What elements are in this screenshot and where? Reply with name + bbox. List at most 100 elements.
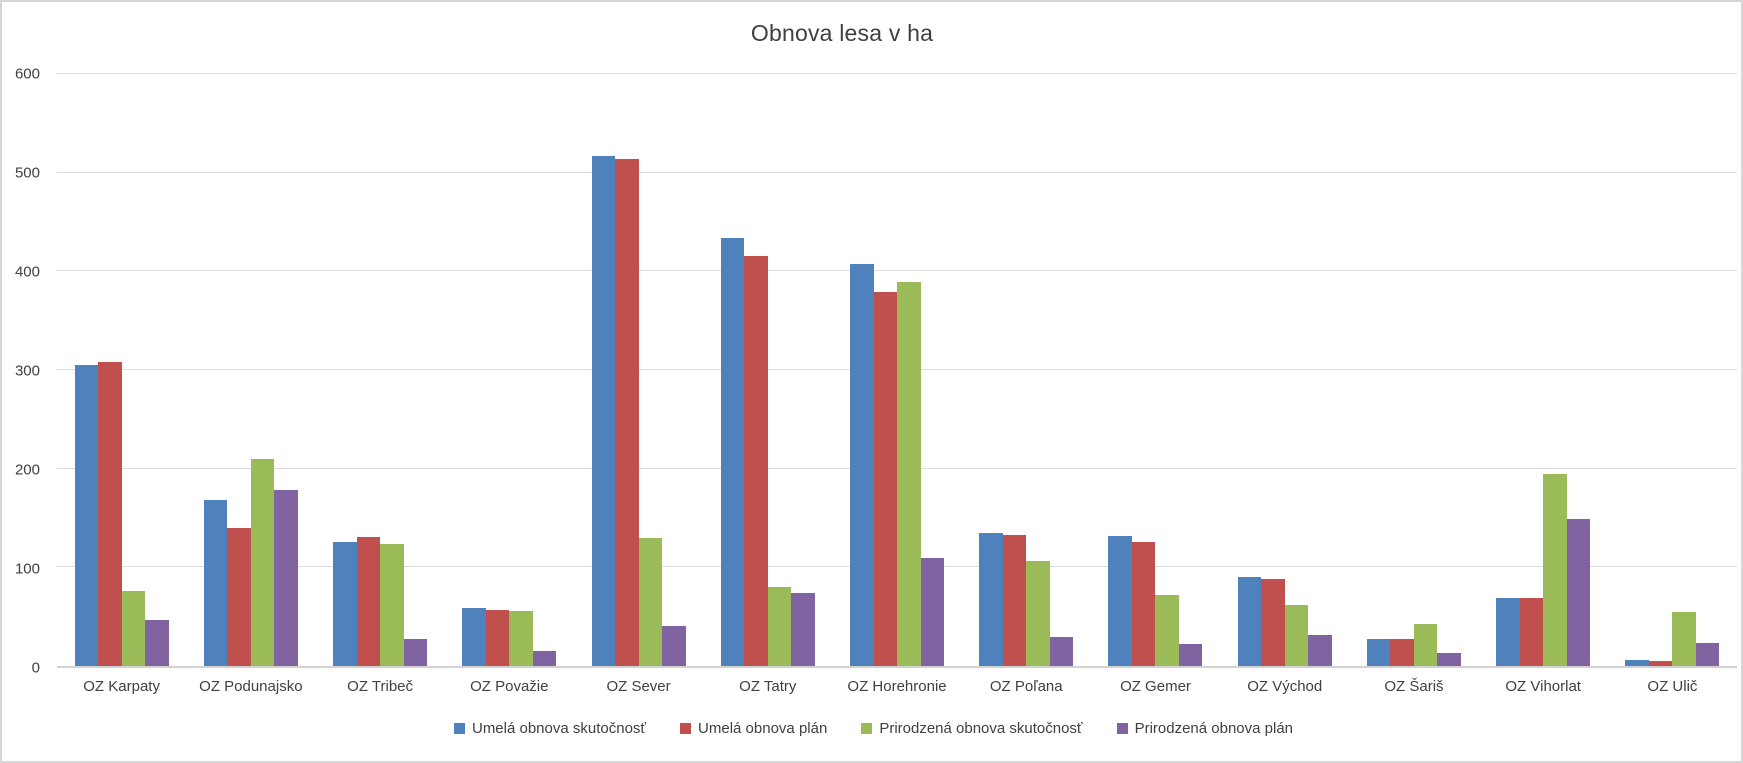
bar-group-4 <box>445 74 574 666</box>
bar-series-3-category-13 <box>1672 611 1696 666</box>
x-label-6: OZ Tatry <box>739 678 797 695</box>
bar-series-3-category-12 <box>1543 473 1567 666</box>
bar-series-2-category-4 <box>485 609 510 666</box>
y-tick-label-100: 100 <box>14 560 40 578</box>
bar-series-4-category-4 <box>532 651 557 666</box>
y-tick-label-400: 400 <box>14 263 40 281</box>
bar-group-12 <box>1479 74 1608 666</box>
bar-series-3-category-3 <box>380 543 404 666</box>
bar-series-4-category-12 <box>1566 519 1591 666</box>
x-label-3: OZ Tribeč <box>347 678 414 695</box>
x-label-10: OZ Východ <box>1247 678 1323 695</box>
legend: Umelá obnova skutočnosť Umelá obnova plán… <box>2 720 1741 737</box>
bar-series-3-category-11 <box>1413 623 1438 666</box>
bar-series-2-category-11 <box>1390 639 1414 666</box>
bar-series-4-category-7 <box>920 558 945 666</box>
bar-series-4-category-1 <box>145 619 169 666</box>
gridline-400 <box>57 270 1737 272</box>
bar-group-13 <box>1608 74 1737 666</box>
bar-series-3-category-9 <box>1155 594 1179 666</box>
bar-group-5 <box>574 74 703 666</box>
bar-series-1-category-7 <box>850 264 874 666</box>
x-label-12: OZ Vihorlat <box>1505 678 1581 695</box>
legend-item-3: Prirodzená obnova skutočnosť <box>861 720 1083 737</box>
x-label-1: OZ Karpaty <box>83 678 160 695</box>
x-label-13: OZ Ulič <box>1647 678 1698 695</box>
bar-series-2-category-3 <box>356 536 381 666</box>
y-tick-label-300: 300 <box>14 362 40 380</box>
bar-series-3-category-1 <box>121 591 146 666</box>
x-label-8: OZ Poľana <box>989 678 1063 695</box>
bar-series-3-category-4 <box>509 610 533 666</box>
legend-label: Umelá obnova plán <box>698 720 828 737</box>
legend-swatch-icon <box>1116 723 1128 734</box>
bar-series-3-category-2 <box>250 458 275 666</box>
bar-series-2-category-7 <box>873 292 898 666</box>
bar-series-1-category-1 <box>74 365 99 666</box>
bar-group-10 <box>1220 74 1349 666</box>
plot-area <box>57 73 1737 668</box>
bar-series-4-category-8 <box>1049 637 1074 666</box>
bar-series-3-category-7 <box>897 282 921 666</box>
bar-series-4-category-2 <box>274 490 298 666</box>
bar-series-3-category-10 <box>1284 604 1309 666</box>
x-label-4: OZ Považie <box>470 678 549 695</box>
x-label-5: OZ Sever <box>606 678 671 695</box>
y-tick-label-0: 0 <box>31 659 40 677</box>
bar-series-3-category-5 <box>638 537 663 666</box>
x-axis-labels: OZ Karpaty OZ Podunajsko OZ Tribeč OZ Považ… <box>57 678 1737 695</box>
bar-group-1 <box>57 74 186 666</box>
x-label-2: OZ Podunajsko <box>199 678 303 695</box>
bar-groups <box>57 74 1737 666</box>
bar-series-1-category-4 <box>462 607 486 666</box>
y-tick-label-600: 600 <box>14 65 40 83</box>
legend-item-2: Umelá obnova plán <box>680 720 827 737</box>
bar-series-1-category-6 <box>720 237 745 666</box>
bar-series-2-category-2 <box>227 527 251 666</box>
bar-series-2-category-12 <box>1519 597 1544 666</box>
bar-series-2-category-10 <box>1261 579 1285 666</box>
legend-item-4: Prirodzená obnova plán <box>1116 720 1294 737</box>
bar-series-3-category-6 <box>767 587 792 666</box>
bar-series-2-category-9 <box>1131 541 1156 666</box>
bar-group-3 <box>315 74 444 666</box>
bar-group-8 <box>962 74 1091 666</box>
bar-series-4-category-11 <box>1437 653 1461 666</box>
bar-series-1-category-12 <box>1496 597 1520 666</box>
bar-series-2-category-5 <box>615 158 639 666</box>
bar-series-1-category-5 <box>591 155 616 666</box>
y-tick-label-200: 200 <box>14 461 40 479</box>
bar-series-4-category-5 <box>662 625 686 666</box>
bar-series-2-category-13 <box>1648 661 1673 666</box>
bar-series-4-category-9 <box>1178 644 1203 666</box>
legend-swatch-icon <box>680 723 692 734</box>
legend-label: Prirodzená obnova plán <box>1134 720 1294 737</box>
bar-series-2-category-6 <box>744 255 768 666</box>
bar-series-1-category-13 <box>1625 660 1649 666</box>
bar-series-4-category-10 <box>1308 635 1332 666</box>
gridline-600 <box>57 73 1737 74</box>
bar-series-4-category-6 <box>791 593 815 666</box>
bar-series-2-category-1 <box>98 362 122 666</box>
chart-title: Obnova lesa v ha <box>750 20 934 46</box>
bar-series-1-category-11 <box>1366 639 1391 666</box>
bar-series-2-category-8 <box>1002 534 1027 666</box>
gridline-500 <box>57 171 1737 173</box>
legend-item-1: Umelá obnova skutočnosť <box>453 720 647 737</box>
bar-series-1-category-3 <box>333 541 357 666</box>
bar-series-1-category-9 <box>1108 535 1132 666</box>
bar-group-9 <box>1091 74 1220 666</box>
bar-series-4-category-3 <box>403 639 428 666</box>
y-axis: 0 100 200 300 400 500 600 <box>2 66 46 677</box>
bar-series-4-category-13 <box>1695 643 1720 666</box>
bar-group-2 <box>186 74 315 666</box>
bar-series-3-category-8 <box>1026 561 1050 666</box>
bar-series-1-category-2 <box>203 500 228 666</box>
legend-label: Prirodzená obnova skutočnosť <box>879 720 1083 737</box>
bar-series-1-category-10 <box>1237 577 1262 666</box>
legend-swatch-icon <box>861 723 873 734</box>
bar-group-11 <box>1349 74 1478 666</box>
x-label-11: OZ Šariš <box>1384 678 1444 695</box>
legend-label: Umelá obnova skutočnosť <box>471 720 647 737</box>
